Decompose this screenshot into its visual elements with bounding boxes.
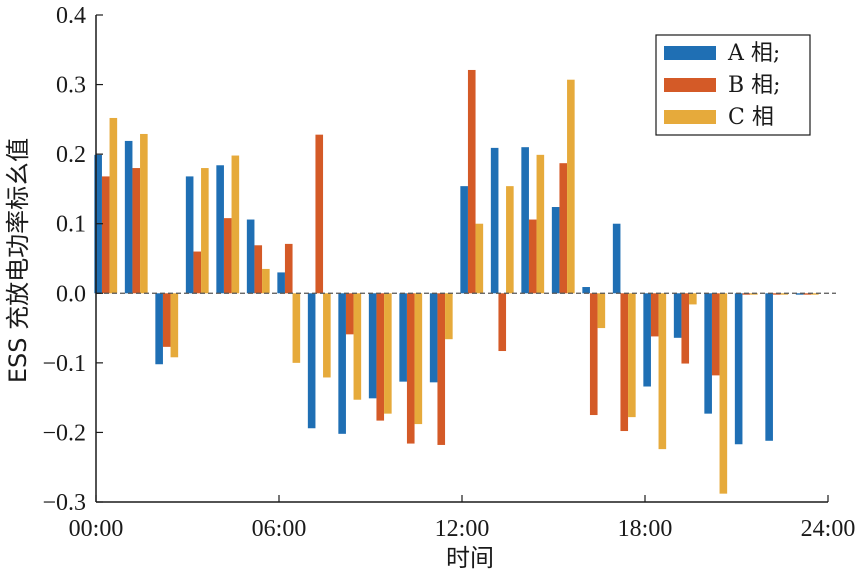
bar-b-19 <box>681 293 690 364</box>
legend-swatch-a <box>664 46 716 60</box>
x-tick-label: 18:00 <box>618 516 673 542</box>
bar-a-21 <box>734 293 743 445</box>
bar-c-5 <box>262 268 270 294</box>
x-tick-label: 06:00 <box>252 516 307 542</box>
bar-a-13 <box>490 147 499 294</box>
bar-c-21 <box>750 293 758 295</box>
bar-b-18 <box>650 293 659 337</box>
x-tick-label: 00:00 <box>69 516 124 542</box>
y-tick-label: 0.3 <box>56 73 86 99</box>
y-tick-label: 0.4 <box>56 3 86 29</box>
bar-b-8 <box>345 293 354 335</box>
bar-a-14 <box>521 147 529 294</box>
legend-swatch-b <box>664 78 716 92</box>
bar-c-4 <box>231 155 240 294</box>
bar-a-20 <box>704 293 712 414</box>
bar-b-1 <box>132 168 141 294</box>
bar-b-12 <box>467 69 476 294</box>
bar-b-0 <box>101 176 110 294</box>
x-tick-label: 12:00 <box>435 516 490 542</box>
bar-b-21 <box>742 293 751 295</box>
bar-c-20 <box>719 293 728 494</box>
bar-b-15 <box>559 163 568 294</box>
bar-b-17 <box>620 293 629 432</box>
bar-c-19 <box>689 293 697 305</box>
bar-a-18 <box>643 293 651 387</box>
bar-c-1 <box>140 133 148 294</box>
y-ticks: 0.4 0.3 0.2 0.1 0.0 −0.1 −0.2 −0.3 <box>42 3 103 516</box>
bar-c-12 <box>475 223 484 294</box>
bar-c-10 <box>414 293 423 425</box>
bar-a-16 <box>582 287 590 294</box>
bar-c-8 <box>353 293 362 400</box>
bar-b-22 <box>772 293 781 295</box>
bar-c-11 <box>445 293 453 340</box>
y-tick-label: 0.2 <box>56 142 86 168</box>
y-tick-label: 0.1 <box>56 212 86 238</box>
bar-b-4 <box>223 218 232 294</box>
legend-label-a: A 相; <box>727 41 780 66</box>
bar-a-23 <box>795 293 804 295</box>
bar-c-22 <box>780 293 789 295</box>
bar-c-3 <box>201 168 209 294</box>
bar-b-2 <box>162 293 171 347</box>
y-tick-label: −0.1 <box>42 351 86 377</box>
bar-b-3 <box>193 251 202 294</box>
bar-b-16 <box>589 293 598 416</box>
x-axis-title: 时间 <box>446 544 494 572</box>
bar-c-14 <box>536 154 545 294</box>
y-tick-label: 0.0 <box>56 281 86 307</box>
bar-c-9 <box>384 293 392 414</box>
bar-c-6 <box>292 293 301 363</box>
bar-a-9 <box>368 293 377 399</box>
bar-b-14 <box>528 219 537 294</box>
bar-c-2 <box>170 293 179 358</box>
bar-a-7 <box>307 293 316 429</box>
bar-b-10 <box>406 293 415 444</box>
bar-a-19 <box>673 293 682 338</box>
bar-c-13 <box>506 186 514 294</box>
bar-a-3 <box>185 176 194 294</box>
bars-layer <box>94 69 819 494</box>
bar-a-2 <box>155 293 163 365</box>
bar-a-1 <box>124 140 133 294</box>
bar-a-11 <box>429 293 438 383</box>
legend-label-b: B 相; <box>728 73 781 98</box>
x-ticks: 00:00 06:00 12:00 18:00 24:00 <box>69 495 856 542</box>
bar-b-5 <box>254 245 263 294</box>
legend-swatch-c <box>664 110 716 124</box>
bar-c-16 <box>597 293 606 329</box>
legend: A 相; B 相; C 相 <box>655 34 811 136</box>
bar-b-11 <box>437 293 446 445</box>
x-tick-label: 24:00 <box>801 516 856 542</box>
bar-c-0 <box>109 117 118 294</box>
bar-a-8 <box>338 293 346 434</box>
bar-c-15 <box>567 79 575 294</box>
bar-b-23 <box>803 293 812 295</box>
legend-label-c: C 相 <box>728 105 774 130</box>
bar-a-5 <box>246 219 255 294</box>
bar-b-13 <box>498 293 507 352</box>
bar-b-20 <box>711 293 720 376</box>
y-tick-label: −0.2 <box>42 420 86 446</box>
bar-a-4 <box>216 165 224 294</box>
bar-b-6 <box>284 243 293 294</box>
bar-a-15 <box>551 207 560 294</box>
bar-a-22 <box>765 293 773 441</box>
bar-b-7 <box>315 134 324 294</box>
y-axis-title: ESS 充放电功率标幺值 <box>4 138 32 383</box>
bar-c-23 <box>811 293 819 295</box>
y-tick-label: −0.3 <box>42 490 86 516</box>
bar-c-18 <box>658 293 667 450</box>
bar-a-12 <box>460 186 468 294</box>
bar-a-6 <box>277 272 285 294</box>
bar-c-17 <box>628 293 636 418</box>
bar-a-17 <box>612 223 621 294</box>
bar-b-9 <box>376 293 385 421</box>
bar-a-10 <box>399 293 407 382</box>
bar-c-7 <box>323 293 331 378</box>
